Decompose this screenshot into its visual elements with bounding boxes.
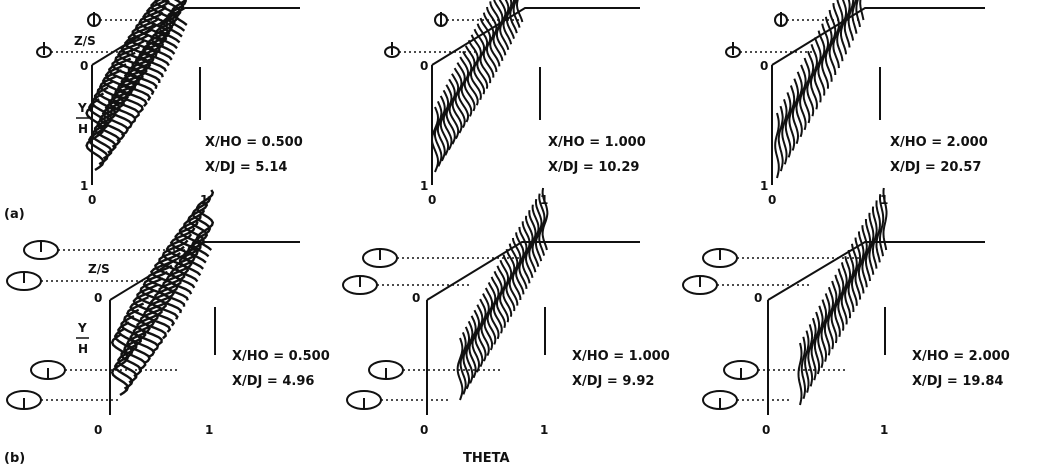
row-label-a: (a): [4, 207, 25, 222]
xdj-label: X/DJ = 9.92: [572, 374, 654, 389]
zs-axis-label: Z/S: [88, 262, 110, 276]
zs-axis-label: Z/S: [74, 34, 96, 48]
theta-axis-zero: 0: [94, 423, 102, 437]
theta-axis-zero: 0: [88, 193, 96, 207]
panel-a3: 0 1 0 1 X/HO = 2.000 X/DJ = 20.57: [725, 0, 988, 207]
panel-frame: [771, 7, 985, 185]
jet-marker: [36, 42, 135, 58]
wake-surface: [456, 187, 549, 401]
wake-surface: [797, 187, 888, 406]
xho-label: X/HO = 0.500: [205, 135, 303, 150]
panel-a1: Z/S 0 Y H 1 0 1 X/HO = 0.500 X/DJ = 5.14: [36, 0, 303, 207]
panel-a2: 0 1 0 1 X/HO = 1.000 X/DJ = 10.29: [384, 0, 646, 207]
jet-marker: [702, 390, 790, 410]
y-axis-one: 1: [80, 179, 88, 193]
y-axis-one: 1: [760, 179, 768, 193]
jet-marker: [702, 248, 860, 268]
panel-frame: [767, 241, 985, 415]
y-axis-label: Y: [77, 321, 87, 335]
theta-axis-one: 1: [880, 423, 888, 437]
panel-b1: Z/S 0 Y H 0 1 X/HO = 0.500 X/DJ = 4.96: [6, 189, 330, 437]
panel-b2: 0 0 1 X/HO = 1.000 X/DJ = 9.92: [342, 187, 670, 437]
y-axis-one: 1: [420, 179, 428, 193]
theta-axis-zero: 0: [768, 193, 776, 207]
jet-marker: [682, 275, 810, 295]
y-axis-zero: 0: [80, 59, 88, 73]
xho-label: X/HO = 0.500: [232, 349, 330, 364]
xdj-label: X/DJ = 20.57: [890, 160, 981, 175]
xho-label: X/HO = 1.000: [548, 135, 646, 150]
jet-marker: [346, 390, 450, 410]
wake-surface: [430, 0, 524, 173]
panel-frame: [91, 7, 300, 185]
theta-axis-zero: 0: [762, 423, 770, 437]
theta-axis-zero: 0: [420, 423, 428, 437]
xho-label: X/HO = 2.000: [890, 135, 988, 150]
jet-marker: [30, 360, 180, 380]
h-axis-label: H: [78, 122, 88, 136]
y-axis-zero: 0: [754, 291, 762, 305]
xdj-label: X/DJ = 19.84: [912, 374, 1003, 389]
jet-marker: [434, 12, 520, 27]
y-axis-zero: 0: [760, 59, 768, 73]
panel-frame: [426, 241, 640, 415]
wake-surface: [85, 0, 188, 172]
xdj-label: X/DJ = 4.96: [232, 374, 314, 389]
panel-frame: [431, 7, 640, 185]
panel-b3: 0 0 1 X/HO = 2.000 X/DJ = 19.84: [682, 187, 1010, 437]
jet-marker: [774, 12, 860, 27]
xdj-label: X/DJ = 10.29: [548, 160, 639, 175]
xho-label: X/HO = 1.000: [572, 349, 670, 364]
theta-axis-title: THETA: [463, 451, 510, 466]
jet-marker: [6, 390, 120, 410]
jet-marker: [362, 248, 520, 268]
wake-surface: [110, 189, 215, 397]
y-axis-label: Y: [77, 101, 87, 115]
jet-marker: [384, 42, 475, 58]
theta-axis-one: 1: [205, 423, 213, 437]
h-axis-label: H: [78, 342, 88, 356]
theta-axis-one: 1: [540, 423, 548, 437]
jet-marker: [368, 360, 500, 380]
row-label-b: (b): [4, 451, 25, 466]
xdj-label: X/DJ = 5.14: [205, 160, 287, 175]
jet-marker: [342, 275, 470, 295]
wake-surface: [774, 0, 865, 179]
xho-label: X/HO = 2.000: [912, 349, 1010, 364]
y-axis-zero: 0: [420, 59, 428, 73]
jet-marker: [725, 42, 815, 58]
jet-marker: [723, 360, 845, 380]
jet-marker: [6, 271, 150, 291]
y-axis-zero: 0: [412, 291, 420, 305]
theta-axis-zero: 0: [428, 193, 436, 207]
y-axis-zero: 0: [94, 291, 102, 305]
jet-marker: [87, 12, 180, 27]
jet-marker: [23, 240, 200, 260]
